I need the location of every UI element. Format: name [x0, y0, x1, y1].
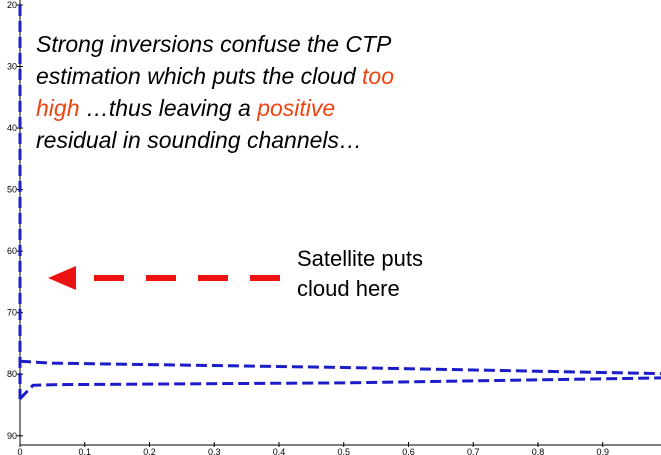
x-tick-label: 0.4 — [273, 447, 286, 455]
annotation-text: …thus leaving a — [79, 95, 257, 121]
x-tick-label: 0.5 — [337, 447, 350, 455]
x-tick-label: 0.9 — [596, 447, 609, 455]
y-tick-label: 50 — [7, 185, 17, 195]
y-tick-label: 80 — [7, 369, 17, 379]
y-tick-label: 90 — [7, 431, 17, 441]
arrow-label: Satellite puts — [297, 246, 423, 271]
y-tick-label: 20 — [7, 0, 17, 10]
arrow-head — [48, 266, 76, 290]
annotation-text: positive — [256, 95, 335, 121]
annotation-text: too — [362, 63, 394, 89]
y-tick-label: 60 — [7, 246, 17, 256]
x-tick-label: 0.2 — [143, 447, 156, 455]
annotation-text: Strong inversions confuse the CTP — [36, 31, 392, 57]
annotation-line: high …thus leaving a positive — [36, 95, 335, 121]
profile-line — [19, 359, 661, 376]
y-tick-label: 40 — [7, 123, 17, 133]
x-tick-label: 0.8 — [532, 447, 545, 455]
annotation-line: estimation which puts the cloud too — [36, 63, 394, 89]
x-tick-label: 0.6 — [402, 447, 415, 455]
annotation-text: estimation which puts the cloud — [36, 63, 362, 89]
annotation-text: residual in sounding channels… — [36, 127, 362, 153]
x-tick-label: 0 — [17, 447, 22, 455]
annotation-text: high — [36, 95, 79, 121]
arrow-label: cloud here — [297, 276, 400, 301]
annotation-line: residual in sounding channels… — [36, 127, 362, 153]
x-tick-label: 0.1 — [78, 447, 91, 455]
y-tick-label: 70 — [7, 308, 17, 318]
x-tick-label: 0.3 — [208, 447, 221, 455]
x-tick-label: 0.7 — [467, 447, 480, 455]
y-tick-label: 30 — [7, 62, 17, 72]
annotation-line: Strong inversions confuse the CTP — [36, 31, 392, 57]
profile-line — [18, 376, 661, 400]
